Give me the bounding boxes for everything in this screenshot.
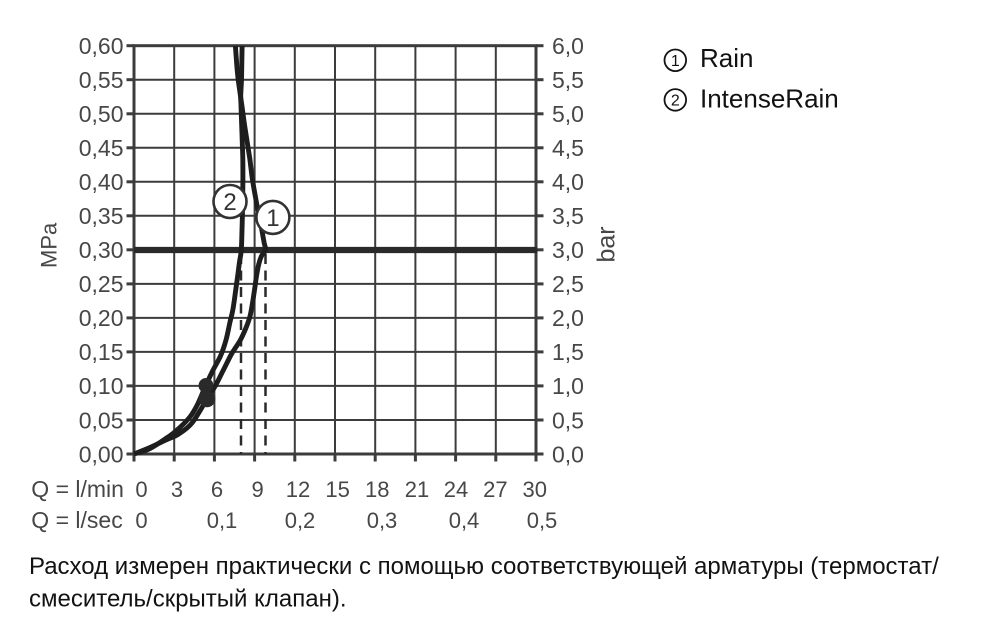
- svg-text:15: 15: [325, 477, 349, 502]
- svg-text:2: 2: [223, 189, 236, 216]
- svg-text:0,4: 0,4: [449, 508, 480, 533]
- svg-text:18: 18: [365, 477, 389, 502]
- svg-text:1: 1: [266, 205, 279, 232]
- svg-text:0,15: 0,15: [79, 339, 124, 365]
- svg-text:12: 12: [286, 477, 310, 502]
- svg-text:0,1: 0,1: [207, 508, 238, 533]
- svg-text:9: 9: [251, 477, 263, 502]
- svg-text:6,0: 6,0: [552, 33, 584, 59]
- svg-text:30: 30: [523, 477, 547, 502]
- svg-text:0,20: 0,20: [79, 305, 124, 331]
- svg-text:4,5: 4,5: [552, 135, 584, 161]
- svg-text:24: 24: [444, 477, 468, 502]
- svg-text:0: 0: [135, 477, 147, 502]
- svg-text:0,30: 0,30: [79, 237, 124, 263]
- svg-text:0,55: 0,55: [79, 67, 124, 93]
- svg-text:смеситель/скрытый клапан).: смеситель/скрытый клапан).: [29, 586, 347, 613]
- svg-text:Q = l/sec: Q = l/sec: [31, 507, 122, 533]
- svg-text:0,3: 0,3: [367, 508, 398, 533]
- svg-text:3,0: 3,0: [552, 237, 584, 263]
- svg-text:1: 1: [671, 53, 680, 70]
- svg-text:4,0: 4,0: [552, 169, 584, 195]
- svg-text:21: 21: [405, 477, 429, 502]
- svg-text:0,5: 0,5: [552, 407, 584, 433]
- svg-text:5,5: 5,5: [552, 67, 584, 93]
- svg-text:2,0: 2,0: [552, 305, 584, 331]
- svg-text:27: 27: [483, 477, 507, 502]
- svg-text:2,5: 2,5: [552, 271, 584, 297]
- svg-text:0,10: 0,10: [79, 373, 124, 399]
- svg-text:1,0: 1,0: [552, 373, 584, 399]
- svg-text:3: 3: [171, 477, 183, 502]
- svg-text:Rain: Rain: [700, 43, 753, 73]
- svg-text:MPa: MPa: [37, 222, 62, 268]
- svg-text:0,05: 0,05: [79, 407, 124, 433]
- svg-text:0,60: 0,60: [79, 33, 124, 59]
- svg-text:0,2: 0,2: [285, 508, 316, 533]
- svg-text:6: 6: [211, 477, 223, 502]
- svg-text:bar: bar: [593, 226, 621, 262]
- svg-text:1,5: 1,5: [552, 339, 584, 365]
- svg-text:0,5: 0,5: [527, 508, 558, 533]
- svg-text:5,0: 5,0: [552, 101, 584, 127]
- svg-text:0,50: 0,50: [79, 101, 124, 127]
- svg-text:0,35: 0,35: [79, 203, 124, 229]
- svg-text:0,00: 0,00: [79, 441, 124, 467]
- svg-text:0,0: 0,0: [552, 441, 584, 467]
- svg-text:3,5: 3,5: [552, 203, 584, 229]
- svg-text:IntenseRain: IntenseRain: [700, 84, 839, 114]
- svg-text:Расход измерен практически с п: Расход измерен практически с помощью соо…: [29, 553, 939, 580]
- svg-text:0,45: 0,45: [79, 135, 124, 161]
- svg-text:0: 0: [135, 508, 147, 533]
- svg-text:2: 2: [671, 93, 680, 110]
- svg-text:0,40: 0,40: [79, 169, 124, 195]
- svg-text:0,25: 0,25: [79, 271, 124, 297]
- svg-text:Q = l/min: Q = l/min: [31, 476, 124, 502]
